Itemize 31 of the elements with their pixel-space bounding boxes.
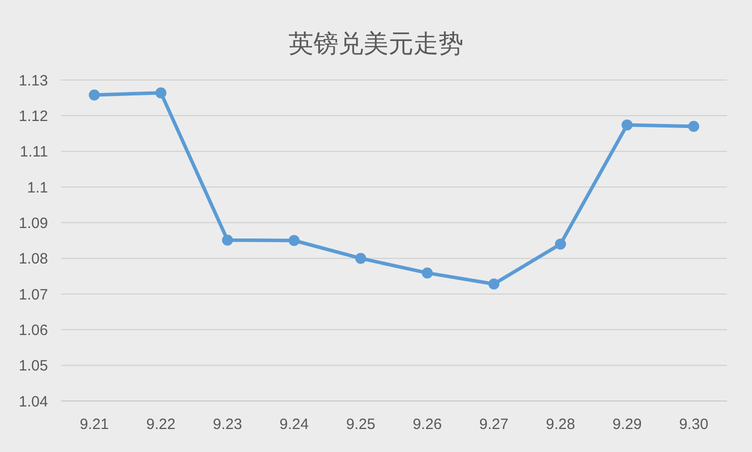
y-tick-label: 1.11: [20, 144, 48, 161]
point: [222, 234, 233, 246]
point: [688, 120, 700, 132]
y-tick-label: 1.06: [18, 322, 48, 339]
point: [355, 252, 366, 264]
y-tick-label: 1.1: [27, 179, 48, 196]
point: [155, 87, 166, 98]
x-tick-label: 9.23: [212, 416, 242, 433]
point: [555, 238, 566, 250]
y-tick-label: 1.12: [18, 108, 48, 125]
x-tick-label: 9.21: [80, 416, 109, 433]
x-tick-label: 9.27: [479, 416, 508, 433]
point: [488, 278, 500, 290]
y-tick-label: 1.05: [18, 358, 48, 375]
point: [422, 267, 433, 278]
point: [88, 89, 100, 100]
point: [288, 235, 300, 246]
x-tick-label: 9.26: [412, 416, 442, 433]
point: [622, 119, 633, 130]
y-tick-label: 1.08: [18, 250, 48, 268]
x-tick-label: 9.25: [346, 416, 376, 433]
x-tick-label: 9.28: [546, 416, 576, 433]
y-tick-label: 1.09: [18, 214, 48, 232]
x-tick-label: 9.29: [612, 416, 642, 433]
x-tick-label: 9.24: [280, 416, 309, 433]
y-tick-label: 1.07: [18, 286, 48, 304]
y-tick-label: 1.04: [18, 393, 48, 410]
y-tick-label: 1.13: [18, 72, 48, 90]
x-tick-label: 9.22: [146, 416, 176, 433]
x-tick-label: 9.30: [679, 416, 708, 433]
chart-title: 英镑兑美元走势: [288, 29, 464, 58]
